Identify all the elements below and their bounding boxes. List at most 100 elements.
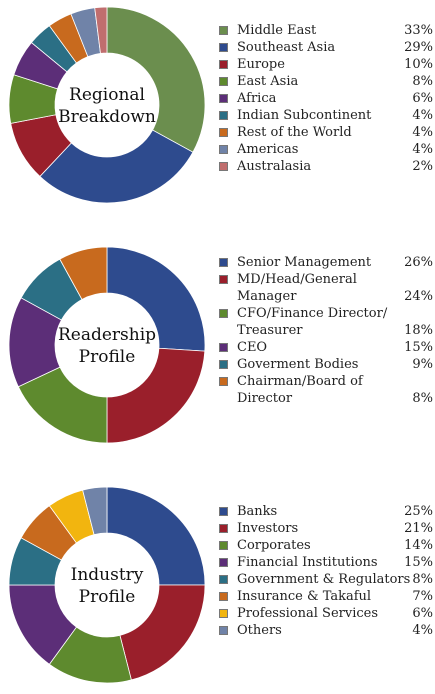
legend-value: 24% [404, 289, 433, 304]
chart-title-line: Profile [79, 587, 136, 607]
legend-swatch [219, 626, 228, 635]
legend-label: Manager [237, 289, 297, 304]
legend-swatch [219, 128, 228, 137]
legend-item-insurance-and-takaful: Insurance & Takaful 7% [219, 588, 433, 605]
legend-swatch [219, 541, 228, 550]
legend-label: Australasia [237, 159, 312, 174]
legend-swatch [219, 524, 228, 533]
legend-swatch [219, 377, 228, 386]
slice-chairman-board-of-director [59, 246, 108, 300]
legend-item-cfo-finance-director-treasurer: CFO/Finance Director/Treasurer 18% [219, 305, 433, 339]
legend-label: Others [237, 623, 282, 638]
legend-value: 7% [412, 589, 433, 604]
legend-label: Professional Services [237, 606, 378, 621]
legend-swatch [219, 94, 228, 103]
legend-label: Treasurer [237, 323, 303, 338]
slice-banks [106, 486, 206, 586]
legend-label: Europe [237, 57, 285, 72]
legend-item-financial-institutions: Financial Institutions 15% [219, 554, 433, 571]
legend-label: Financial Institutions [237, 555, 378, 570]
legend-swatch [219, 26, 228, 35]
legend-item-africa: Africa 6% [219, 90, 433, 107]
slice-others [82, 486, 108, 536]
legend-value: 6% [412, 91, 433, 106]
legend-item-others: Others 4% [219, 622, 433, 639]
legend-item-banks: Banks 25% [219, 503, 433, 520]
legend-swatch [219, 145, 228, 154]
chart-title-line: Profile [79, 347, 136, 367]
legend-item-australasia: Australasia 2% [219, 158, 433, 175]
legend-swatch [219, 507, 228, 516]
legend-label: CFO/Finance Director/ [237, 306, 388, 321]
legend-label: Africa [237, 91, 277, 106]
legend-label: Americas [237, 142, 299, 157]
legend-label: Senior Management [237, 255, 372, 270]
legend-swatch [219, 558, 228, 567]
legend-item-southeast-asia: Southeast Asia 29% [219, 39, 433, 56]
legend-value: 15% [404, 340, 433, 355]
legend-swatch [219, 343, 228, 352]
legend-label: Indian Subcontinent [237, 108, 372, 123]
legend-item-indian-subcontinent: Indian Subcontinent 4% [219, 107, 433, 124]
legend-label: Banks [237, 504, 278, 519]
legend-swatch [219, 609, 228, 618]
legend-value: 25% [404, 504, 433, 519]
legend-label: Goverment Bodies [237, 357, 359, 372]
legend-swatch [219, 43, 228, 52]
legend-value: 18% [404, 323, 433, 338]
legend-value: 15% [404, 555, 433, 570]
legend-swatch [219, 360, 228, 369]
legend-value: 8% [412, 572, 433, 587]
legend-label: Director [237, 391, 293, 406]
legend-swatch [219, 60, 228, 69]
chart-title-line: Regional [69, 85, 145, 105]
legend-swatch [219, 77, 228, 86]
legend-swatch [219, 575, 228, 584]
legend-label: Corporates [237, 538, 311, 553]
chart-title-line: Breakdown [58, 107, 156, 127]
legend-item-chairman-board-of-director: Chairman/Board of Director 8% [219, 373, 433, 407]
legend-item-professional-services: Professional Services 6% [219, 605, 433, 622]
legend-item-middle-east: Middle East 33% [219, 22, 433, 39]
legend-label: Investors [237, 521, 299, 536]
legend-swatch [219, 162, 228, 171]
legend-value: 4% [412, 108, 433, 123]
legend-label: Government & Regulators [237, 572, 411, 587]
legend-item-rest-of-the-world: Rest of the World 4% [219, 124, 433, 141]
legend-item-americas: Americas 4% [219, 141, 433, 158]
legend-item-goverment-bodies: Goverment Bodies 9% [219, 356, 433, 373]
legend-label: Middle East [237, 23, 317, 38]
legend-value: 10% [404, 57, 433, 72]
legend-item-senior-management: Senior Management 26% [219, 254, 433, 271]
legend-item-corporates: Corporates 14% [219, 537, 433, 554]
legend-value: 21% [404, 521, 433, 536]
legend-value: 4% [412, 142, 433, 157]
legend-value: 2% [412, 159, 433, 174]
readership-profile-chart: Readership Profile Senior Management 26% MD/… [0, 230, 435, 445]
legend-item-ceo: CEO 15% [219, 339, 433, 356]
legend-swatch [219, 309, 228, 318]
regional-breakdown-chart: Regional Breakdown Middle East 33% Southeast… [0, 0, 435, 215]
legend-value: 8% [412, 391, 433, 406]
legend-value: 26% [404, 255, 433, 270]
legend-swatch [219, 592, 228, 601]
slice-middle-east [106, 6, 206, 153]
legend-item-europe: Europe 10% [219, 56, 433, 73]
legend-item-government-and-regulators: Government & Regulators 8% [219, 571, 433, 588]
legend-swatch [219, 258, 228, 267]
slice-australasia [94, 6, 108, 54]
legend-swatch [219, 111, 228, 120]
slice-southeast-asia [39, 129, 194, 204]
legend-swatch [219, 275, 228, 284]
legend-value: 29% [404, 40, 433, 55]
legend-value: 33% [404, 23, 433, 38]
legend-value: 4% [412, 125, 433, 140]
legend-label: MD/Head/General [237, 272, 357, 287]
legend-label: CEO [237, 340, 268, 355]
legend-value: 14% [404, 538, 433, 553]
legend-value: 8% [412, 74, 433, 89]
legend-item-east-asia: East Asia 8% [219, 73, 433, 90]
slice-senior-management [106, 246, 206, 352]
